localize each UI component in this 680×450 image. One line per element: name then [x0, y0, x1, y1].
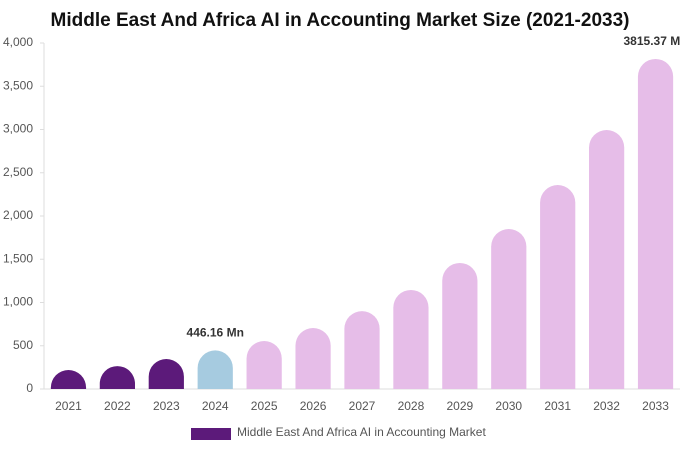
x-tick-label: 2029 — [446, 399, 473, 413]
bar — [99, 366, 135, 389]
y-tick-label: 2,000 — [3, 208, 33, 222]
x-tick-label: 2030 — [495, 399, 522, 413]
x-tick-label: 2027 — [349, 399, 376, 413]
y-tick-label: 3,000 — [3, 122, 33, 136]
bar — [491, 228, 527, 389]
y-tick-label: 4,000 — [3, 35, 33, 49]
bar — [540, 185, 576, 389]
bar — [442, 262, 478, 389]
x-tick-label: 2031 — [544, 399, 571, 413]
legend-swatch — [191, 428, 231, 440]
y-tick-label: 1,000 — [3, 295, 33, 309]
x-tick-label: 2033 — [642, 399, 669, 413]
x-tick-label: 2023 — [153, 399, 180, 413]
x-tick-label: 2024 — [202, 399, 229, 413]
bar — [637, 58, 674, 390]
x-tick-label: 2032 — [593, 399, 620, 413]
x-tick-label: 2028 — [398, 399, 425, 413]
chart-title: Middle East And Africa AI in Accounting … — [51, 10, 630, 31]
bar — [344, 311, 380, 389]
value-label: 446.16 Mn — [187, 326, 244, 340]
y-tick-label: 1,500 — [3, 251, 33, 265]
y-tick-label: 2,500 — [3, 165, 33, 179]
bar — [50, 369, 87, 389]
value-label: 3815.37 Mn — [624, 34, 680, 48]
x-tick-label: 2025 — [251, 399, 278, 413]
bar — [197, 350, 233, 389]
legend-label: Middle East And Africa AI in Accounting … — [237, 425, 486, 439]
y-tick-label: 3,500 — [3, 78, 33, 92]
bar — [393, 289, 429, 389]
bar — [295, 328, 331, 389]
bar — [246, 341, 282, 389]
x-tick-label: 2026 — [300, 399, 327, 413]
x-tick-label: 2021 — [55, 399, 82, 413]
x-tick-label: 2022 — [104, 399, 131, 413]
y-tick-label: 500 — [13, 338, 33, 352]
bar — [589, 130, 625, 389]
y-tick-label: 0 — [26, 381, 33, 395]
bar — [148, 358, 184, 389]
